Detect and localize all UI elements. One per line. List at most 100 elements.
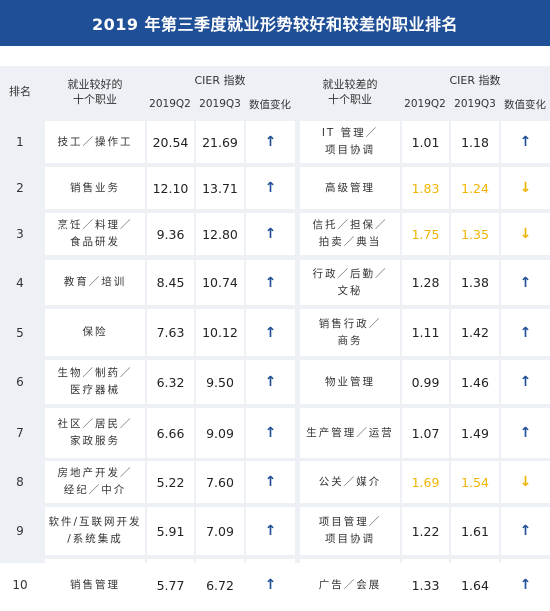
up-arrow-icon: ↑	[246, 213, 295, 255]
header-bad-jobs: 就业较差的 十个职业	[322, 77, 378, 106]
bad-q3-value: 1.61	[451, 507, 499, 555]
bad-q3-value: 1.64	[451, 559, 499, 611]
bad-q3-value: 1.42	[451, 309, 499, 356]
bad-q2-value: 1.28	[402, 260, 449, 305]
bad-job-name: 高级管理	[300, 167, 400, 209]
bad-q2-value: 1.75	[402, 213, 449, 255]
good-q3-value: 12.80	[196, 213, 244, 255]
up-arrow-icon: ↑	[501, 360, 550, 404]
good-job-name: 销售业务	[45, 167, 145, 209]
good-q3-value: 10.74	[196, 260, 244, 305]
good-q3-value: 9.09	[196, 408, 244, 458]
rank-cell: 3	[16, 227, 24, 241]
up-arrow-icon: ↑	[501, 507, 550, 555]
up-arrow-icon: ↑	[246, 121, 295, 163]
page-title: 2019 年第三季度就业形势较好和较差的职业排名	[0, 0, 550, 46]
up-arrow-icon: ↑	[246, 507, 295, 555]
bad-q3-value: 1.35	[451, 213, 499, 255]
good-q2-value: 6.66	[147, 408, 194, 458]
up-arrow-icon: ↑	[501, 309, 550, 356]
good-job-name: 保险	[45, 309, 145, 356]
bad-q3-value: 1.38	[451, 260, 499, 305]
good-q2-value: 6.32	[147, 360, 194, 404]
good-job-name: 销售管理	[45, 559, 145, 611]
up-arrow-icon: ↑	[501, 121, 550, 163]
good-q2-value: 8.45	[147, 260, 194, 305]
up-arrow-icon: ↑	[246, 559, 295, 611]
bad-job-name: 行政／后勤／ 文秘	[300, 260, 400, 305]
bad-job-name: IT 管理／ 项目协调	[300, 121, 400, 163]
good-q2-value: 5.91	[147, 507, 194, 555]
header-q3-good: 2019Q3	[199, 98, 241, 110]
header-change-bad: 数值变化	[504, 98, 546, 111]
rank-cell: 7	[16, 426, 24, 440]
header-q2-bad: 2019Q2	[404, 98, 446, 110]
up-arrow-icon: ↑	[501, 260, 550, 305]
good-job-name: 烹饪／料理／ 食品研发	[45, 213, 145, 255]
bad-q3-value: 1.54	[451, 461, 499, 503]
down-arrow-icon: ↓	[501, 167, 550, 209]
good-q2-value: 20.54	[147, 121, 194, 163]
good-job-name: 生物／制药／ 医疗器械	[45, 360, 145, 404]
bad-q3-value: 1.46	[451, 360, 499, 404]
header-cier-bad: CIER 指数	[449, 73, 501, 87]
header-rank: 排名	[9, 85, 31, 98]
good-q3-value: 7.09	[196, 507, 244, 555]
header-q3-bad: 2019Q3	[454, 98, 496, 110]
bad-job-name: 物业管理	[300, 360, 400, 404]
bad-q3-value: 1.18	[451, 121, 499, 163]
ranking-table: 排名 就业较好的 十个职业 CIER 指数 2019Q2 2019Q3 数值变化…	[0, 66, 550, 611]
good-q2-value: 5.22	[147, 461, 194, 503]
bad-q2-value: 1.33	[402, 559, 449, 611]
good-job-name: 社区／居民／ 家政服务	[45, 408, 145, 458]
up-arrow-icon: ↑	[246, 260, 295, 305]
good-job-name: 房地产开发／ 经纪／中介	[45, 461, 145, 503]
rank-cell: 2	[16, 181, 24, 195]
rank-cell: 9	[16, 524, 24, 538]
bad-q2-value: 0.99	[402, 360, 449, 404]
bad-q2-value: 1.83	[402, 167, 449, 209]
rank-cell: 4	[16, 275, 24, 290]
good-q2-value: 9.36	[147, 213, 194, 255]
bad-q3-value: 1.24	[451, 167, 499, 209]
rank-cell: 8	[16, 475, 24, 489]
header-good-jobs: 就业较好的 十个职业	[67, 77, 123, 106]
bad-q2-value: 1.07	[402, 408, 449, 458]
up-arrow-icon: ↑	[501, 408, 550, 458]
bad-job-name: 公关／媒介	[300, 461, 400, 503]
good-job-name: 软件/互联网开发 /系统集成	[45, 507, 145, 555]
bad-q2-value: 1.22	[402, 507, 449, 555]
bad-job-name: 销售行政／ 商务	[300, 309, 400, 356]
up-arrow-icon: ↑	[246, 167, 295, 209]
good-q2-value: 5.77	[147, 559, 194, 611]
header-cier-good: CIER 指数	[194, 73, 246, 87]
rank-cell: 5	[16, 325, 24, 340]
bad-q2-value: 1.01	[402, 121, 449, 163]
down-arrow-icon: ↓	[501, 213, 550, 255]
rank-cell: 1	[16, 135, 24, 149]
bad-job-name: 项目管理／ 项目协调	[300, 507, 400, 555]
good-q2-value: 12.10	[147, 167, 194, 209]
up-arrow-icon: ↑	[246, 408, 295, 458]
bad-job-name: 信托／担保／ 拍卖／典当	[300, 213, 400, 255]
good-q3-value: 6.72	[196, 559, 244, 611]
rank-cell: 10	[12, 578, 28, 592]
bad-q3-value: 1.49	[451, 408, 499, 458]
good-q3-value: 10.12	[196, 309, 244, 356]
good-q3-value: 7.60	[196, 461, 244, 503]
good-q3-value: 21.69	[196, 121, 244, 163]
good-job-name: 教育／培训	[45, 260, 145, 305]
good-q3-value: 13.71	[196, 167, 244, 209]
good-job-name: 技工／操作工	[45, 121, 145, 163]
up-arrow-icon: ↑	[246, 309, 295, 356]
up-arrow-icon: ↑	[246, 360, 295, 404]
up-arrow-icon: ↑	[501, 559, 550, 611]
good-q3-value: 9.50	[196, 360, 244, 404]
bad-job-name: 生产管理／运营	[300, 408, 400, 458]
bad-q2-value: 1.11	[402, 309, 449, 356]
bad-q2-value: 1.69	[402, 461, 449, 503]
good-q2-value: 7.63	[147, 309, 194, 356]
down-arrow-icon: ↓	[501, 461, 550, 503]
header-q2-good: 2019Q2	[149, 98, 191, 110]
header-change-good: 数值变化	[249, 98, 291, 111]
